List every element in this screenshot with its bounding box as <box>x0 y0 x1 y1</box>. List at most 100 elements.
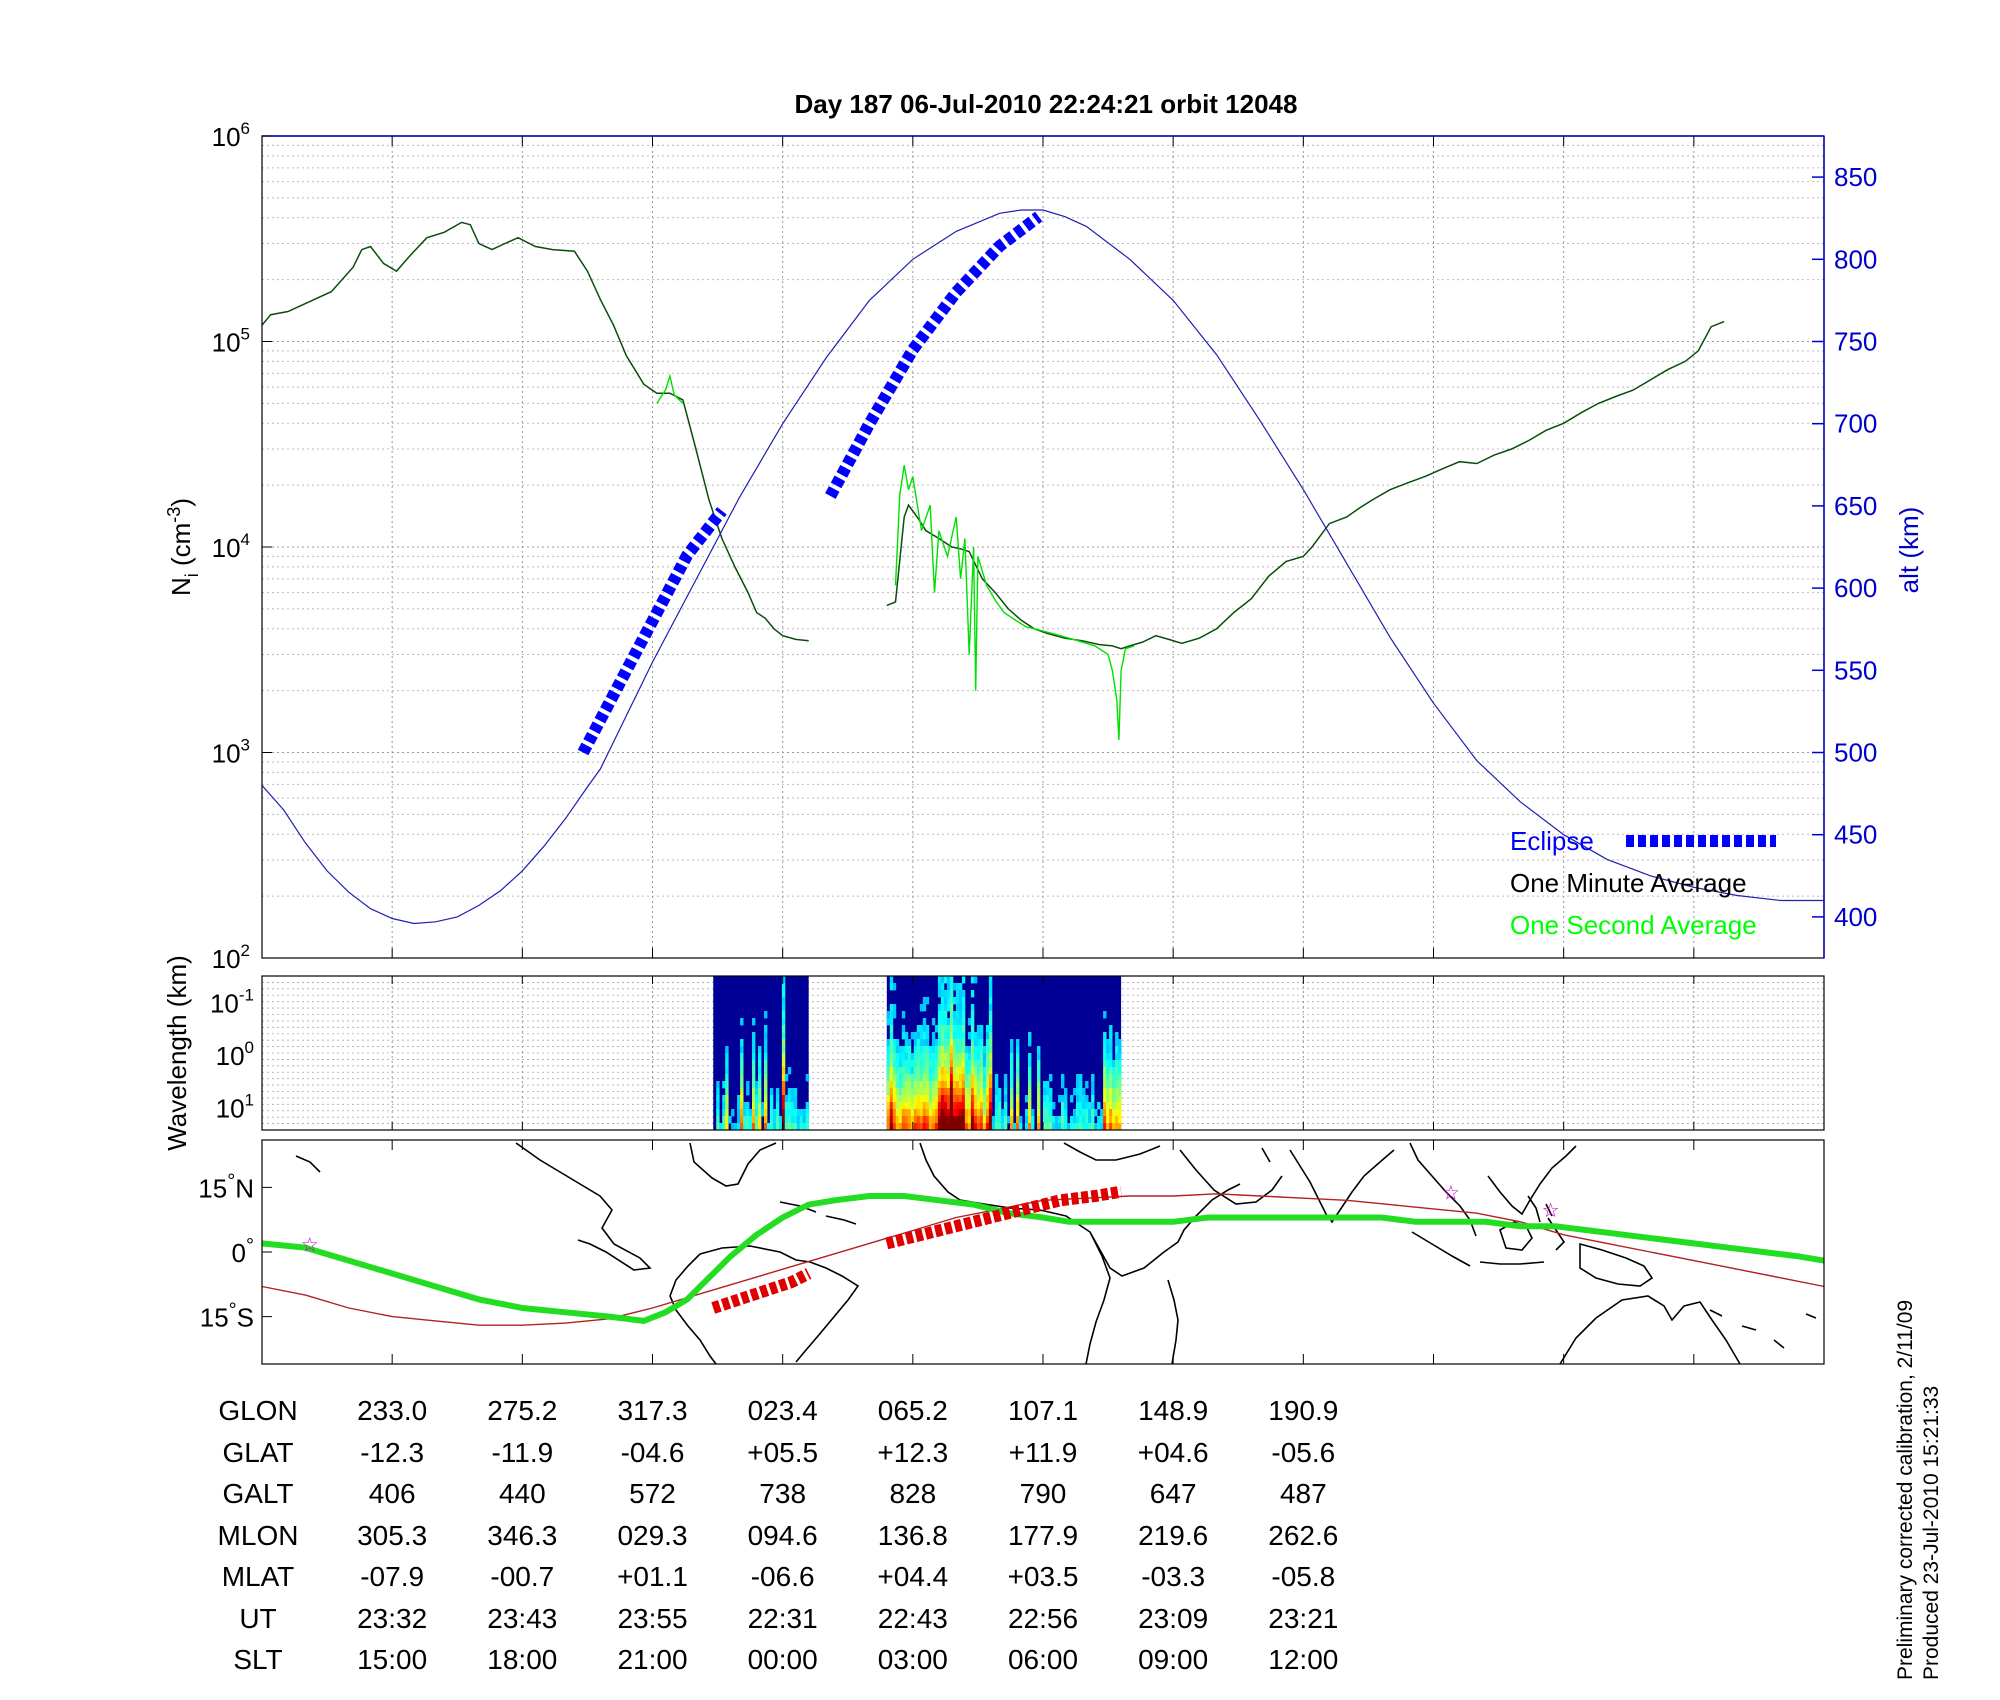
spectrogram-cell <box>916 1102 921 1110</box>
spectrogram-cell <box>1103 1102 1107 1110</box>
spectrogram-cell <box>919 1123 924 1131</box>
spectrogram-cell <box>922 1032 927 1040</box>
coastline-south-america <box>669 1245 860 1365</box>
spectrogram-cell <box>1106 1046 1110 1054</box>
spectrogram-cell <box>746 1088 750 1096</box>
spectrogram-cell <box>922 1116 927 1124</box>
spectrogram-cell <box>982 1074 987 1082</box>
spectrogram-cell <box>1103 1081 1107 1089</box>
series-one-minute-average-0 <box>261 221 809 642</box>
right-axis-ticks: 400 450 500 550 600 650 700 750 800 850 <box>1812 162 1877 932</box>
spectrogram-cell <box>1019 1116 1023 1124</box>
coastline-india <box>1289 1149 1395 1224</box>
spectrogram-cell <box>1028 1088 1032 1096</box>
spectrogram-cell <box>740 1102 744 1110</box>
spectrogram-cell <box>997 1088 1002 1096</box>
spectrogram-cell <box>1103 1039 1107 1047</box>
spectrogram-cell <box>740 1095 744 1103</box>
spectrogram-cell <box>985 1116 990 1124</box>
spectrogram-cell <box>958 1011 963 1019</box>
spectrogram-cell <box>931 1018 936 1026</box>
spectrogram-cell <box>931 1074 936 1082</box>
spectrogram-cell <box>889 1088 894 1096</box>
spectrogram-cell <box>1025 1095 1029 1103</box>
spectrogram-cell <box>997 1123 1002 1131</box>
right-tick-label: 650 <box>1834 491 1877 521</box>
spectrogram-cell <box>967 1088 972 1096</box>
spectrogram-cell <box>949 1109 954 1117</box>
spectrogram-cell <box>758 1081 762 1089</box>
spectrogram-cell <box>1115 1088 1119 1096</box>
spectrogram-cell <box>958 1074 963 1082</box>
spectrogram-cell <box>925 1032 930 1040</box>
spectrogram-tick-base: 10 <box>216 1093 245 1123</box>
spectrogram-cell <box>898 1067 903 1075</box>
spectrogram-cell <box>1109 1039 1113 1047</box>
spectrogram-cell <box>1109 1123 1113 1131</box>
spectrogram-cell <box>958 1116 963 1124</box>
spectrogram-cell <box>958 1123 963 1131</box>
spectrogram-cell <box>737 1095 741 1103</box>
spectrogram-cell <box>955 1025 960 1033</box>
spectrogram-cell <box>973 1116 978 1124</box>
right-tick-label: 450 <box>1834 820 1877 850</box>
spectrogram-cell <box>925 1095 930 1103</box>
spectrogram-cell <box>922 1018 927 1026</box>
spectrogram-cell <box>725 1060 729 1068</box>
map-tracks: ☆ ☆ ☆ <box>261 1181 1825 1326</box>
map-y-tick-degree: ° <box>246 1235 254 1257</box>
spectrogram-cell <box>973 1074 978 1082</box>
spectrogram-cell <box>889 976 894 984</box>
spectrogram-cell <box>1091 1095 1095 1103</box>
spectrogram-cell <box>725 1102 729 1110</box>
spectrogram-tick-base: 10 <box>216 1041 245 1071</box>
spectrogram-cell <box>916 1053 921 1061</box>
spectrogram-cell <box>982 1116 987 1124</box>
spectrogram-tick-label: 10-1 <box>210 986 254 1019</box>
spectrogram-cell <box>781 1109 786 1117</box>
spectrogram-cell <box>1115 1102 1119 1110</box>
spectrogram-cell <box>1010 1053 1014 1061</box>
spectrogram-cell <box>940 1088 945 1096</box>
spectrogram-cell <box>964 1095 969 1103</box>
table-cell: 346.3 <box>487 1519 558 1551</box>
spectrogram-cell <box>802 1116 807 1124</box>
spectrogram-cell <box>1115 1053 1119 1061</box>
spectrogram-cell <box>898 1060 903 1068</box>
spectrogram-cell <box>988 976 993 984</box>
spectrogram-cell <box>1076 1116 1080 1124</box>
spectrogram-cell <box>1046 1123 1050 1131</box>
spectrogram-cell <box>937 1109 942 1117</box>
spectrogram-cell <box>916 1025 921 1033</box>
spectrogram-cell <box>919 1046 924 1054</box>
spectrogram-cell <box>886 1053 891 1061</box>
spectrogram-cell <box>937 1067 942 1075</box>
spectrogram-cell <box>991 1116 996 1124</box>
spectrogram-cell <box>940 1081 945 1089</box>
spectrogram-cell <box>913 1067 918 1075</box>
spectrogram-cell <box>1088 1102 1092 1110</box>
coastline-indonesia <box>1411 1217 1654 1287</box>
spectrogram-cell <box>943 1081 948 1089</box>
spectrogram-cell <box>901 1102 906 1110</box>
spectrogram-cell <box>793 1088 798 1096</box>
spectrogram-cell <box>910 1032 915 1040</box>
spectrogram-cell <box>755 1081 759 1089</box>
spectrogram-cell <box>781 1088 786 1096</box>
table-cell: +11.9 <box>1008 1436 1078 1468</box>
spectrogram-cell <box>1019 1123 1023 1131</box>
spectrogram-cell <box>928 1102 933 1110</box>
spectrogram-cell <box>764 1067 768 1075</box>
star-marker: ☆ <box>1542 1198 1560 1222</box>
spectrogram-cell <box>892 1011 897 1019</box>
spectrogram-cell <box>749 1109 753 1117</box>
spectrogram-cell <box>901 1053 906 1061</box>
spectrogram-cell <box>973 1039 978 1047</box>
spectrogram-cell <box>970 1046 975 1054</box>
spectrogram-cell <box>725 1095 729 1103</box>
spectrogram-cell <box>964 1046 969 1054</box>
spectrogram-cell <box>796 1116 801 1124</box>
spectrogram-cell <box>937 976 942 984</box>
